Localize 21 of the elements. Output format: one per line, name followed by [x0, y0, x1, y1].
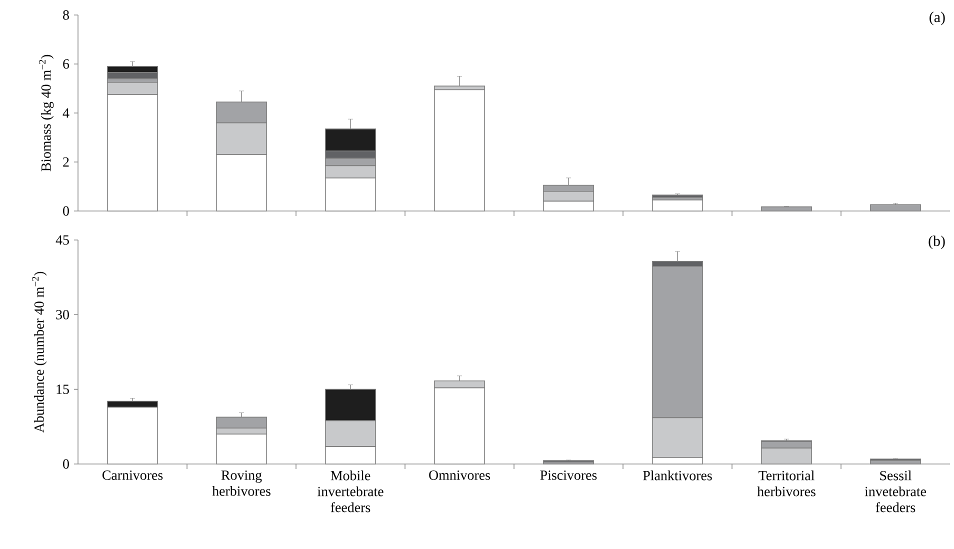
x-tick-label: Piscivores	[540, 470, 597, 480]
x-tick-label: Sessil invetebrate feeders	[864, 470, 926, 512]
y-axis-title: Abundance (number 40 m$^{−2}$)	[32, 272, 47, 433]
y-tick-label: 45	[56, 235, 69, 245]
x-tick-label: Mobile invertebrate feeders	[318, 470, 384, 512]
y-tick-label: 2	[63, 157, 69, 167]
y-tick-label: 8	[63, 10, 69, 20]
y-tick-label: 15	[56, 384, 69, 394]
x-tick-label: Roving herbivores	[212, 470, 270, 496]
y-tick-label: 0	[63, 459, 69, 469]
x-tick-label: Carnivores	[102, 470, 163, 480]
annotation: (b)	[928, 236, 945, 250]
y-tick-label: 4	[62, 108, 70, 118]
annotation: (a)	[930, 12, 945, 26]
y-tick-label: 6	[63, 59, 70, 69]
y-tick-label: 30	[56, 310, 69, 320]
x-tick-label: Territorial herbivores	[757, 470, 816, 496]
x-tick-label: Planktivores	[643, 470, 712, 480]
x-tick-label: Omnivores	[429, 470, 490, 480]
y-axis-title: Biomass (kg 40 m$^{−2}$)	[39, 54, 54, 172]
y-tick-label: 0	[63, 206, 69, 216]
